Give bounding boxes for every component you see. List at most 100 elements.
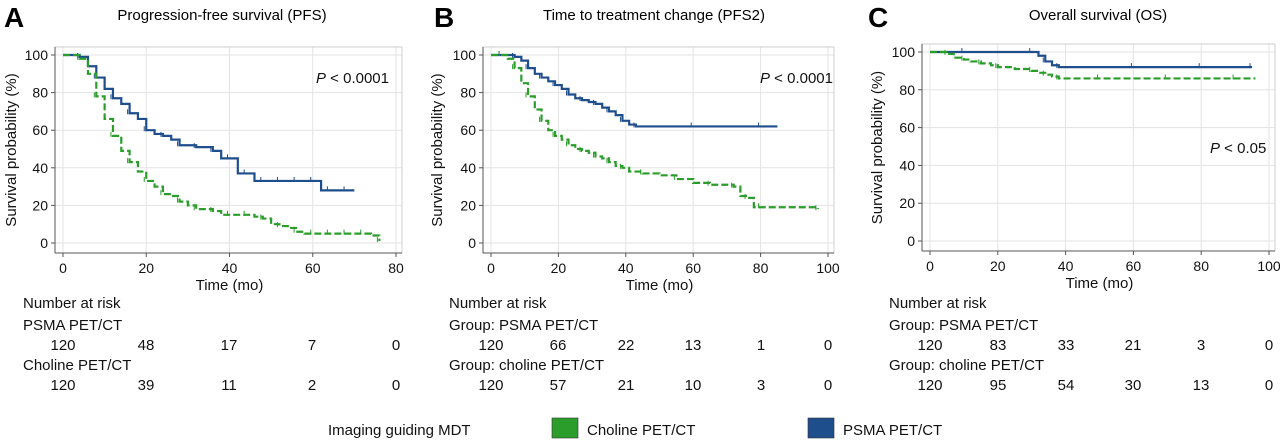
risk-value: 0 (824, 377, 832, 394)
panel-letter: A (4, 2, 24, 33)
risk-row-label: PSMA PET/CT (23, 317, 122, 334)
x-tick-label: 0 (926, 258, 934, 274)
risk-value: 120 (50, 377, 75, 394)
x-tick-label: 80 (753, 260, 769, 276)
x-tick-label: 20 (138, 260, 154, 276)
panel-title: Time to treatment change (PFS2) (543, 7, 765, 24)
x-tick-label: 20 (990, 258, 1006, 274)
y-tick-label: 80 (460, 85, 476, 101)
legend-swatch-psma (807, 417, 835, 439)
risk-value: 2 (308, 377, 316, 394)
y-tick-label: 100 (453, 47, 477, 63)
km-curve-psma (930, 50, 1253, 69)
risk-value: 83 (990, 337, 1007, 354)
panel-a: A Progression-free survival (PFS) 0 20 40 60 8… (3, 2, 404, 294)
risk-value: 95 (990, 377, 1007, 394)
x-tick-label: 60 (685, 260, 701, 276)
y-tick-label: 20 (899, 195, 915, 211)
y-tick-label: 40 (32, 160, 48, 176)
y-tick-label: 40 (899, 157, 915, 173)
risk-row-label: Group: PSMA PET/CT (449, 317, 598, 334)
y-axis-label: Survival probability (%) (869, 71, 886, 224)
x-tick-label: 80 (1193, 258, 1209, 274)
y-tick-label: 100 (25, 47, 49, 63)
y-tick-label: 20 (32, 197, 48, 213)
km-curve-psma (491, 53, 778, 128)
risk-value: 120 (50, 337, 75, 354)
risk-row-label: Choline PET/CT (23, 357, 131, 374)
y-tick-label: 0 (40, 235, 48, 251)
km-curve-choline (63, 53, 381, 242)
risk-value: 120 (917, 337, 942, 354)
risk-value: 0 (1265, 337, 1273, 354)
risk-table-c: Number at risk Group: PSMA PET/CT 120 83 33 2… (889, 295, 1273, 394)
risk-value: 22 (618, 337, 635, 354)
risk-value: 30 (1125, 377, 1142, 394)
km-curve-choline (930, 50, 1256, 80)
y-tick-label: 0 (468, 235, 476, 251)
risk-value: 33 (1058, 337, 1075, 354)
legend-title: Imaging guiding MDT (328, 422, 471, 439)
y-tick-label: 60 (460, 122, 476, 138)
risk-row-label: Group: PSMA PET/CT (889, 317, 1038, 334)
risk-value: 1 (757, 337, 765, 354)
risk-heading: Number at risk (449, 295, 547, 312)
risk-table-a: Number at risk PSMA PET/CT 120 48 17 7 0 Cholin… (23, 295, 400, 394)
panel-letter: C (868, 2, 888, 33)
risk-value: 21 (1125, 337, 1142, 354)
p-value-label: P < 0.05 (1210, 140, 1266, 157)
y-axis-label: Survival probability (%) (3, 73, 20, 226)
y-tick-label: 80 (899, 82, 915, 98)
x-tick-label: 100 (816, 260, 840, 276)
x-tick-label: 60 (1126, 258, 1142, 274)
x-tick-label: 100 (1257, 258, 1280, 274)
risk-value: 11 (221, 377, 237, 394)
panel-c: C Overall survival (OS) 0 20 40 60 80 100 0 20 40 6… (868, 2, 1280, 292)
risk-value: 0 (824, 337, 832, 354)
panel-letter: B (434, 2, 454, 33)
legend: Imaging guiding MDT Choline PET/CT PSMA PE… (328, 417, 942, 439)
y-tick-label: 60 (899, 120, 915, 136)
risk-value: 7 (308, 337, 316, 354)
x-axis-label: Time (mo) (626, 277, 694, 294)
legend-label-psma: PSMA PET/CT (843, 422, 942, 439)
x-tick-label: 40 (222, 260, 238, 276)
panel-title: Progression-free survival (PFS) (117, 7, 326, 24)
x-axis-label: Time (mo) (1066, 275, 1134, 292)
risk-value: 3 (1197, 337, 1205, 354)
y-tick-label: 20 (460, 197, 476, 213)
risk-heading: Number at risk (23, 295, 121, 312)
risk-value: 48 (138, 337, 155, 354)
y-axis-label: Survival probability (%) (429, 73, 446, 226)
risk-value: 10 (685, 377, 702, 394)
risk-value: 0 (392, 377, 400, 394)
y-tick-label: 40 (460, 160, 476, 176)
risk-value: 57 (550, 377, 567, 394)
p-value-label: P < 0.0001 (760, 70, 833, 87)
x-tick-label: 60 (305, 260, 321, 276)
panel-b: B Time to treatment change (PFS2) 0 20 40 60 8… (429, 2, 840, 294)
x-tick-label: 80 (388, 260, 404, 276)
risk-row-label: Group: choline PET/CT (889, 357, 1044, 374)
risk-value: 120 (478, 377, 503, 394)
risk-value: 3 (757, 377, 765, 394)
risk-value: 21 (618, 377, 635, 394)
x-tick-label: 0 (487, 260, 495, 276)
km-curve-choline (491, 53, 819, 210)
legend-swatch-choline (551, 417, 579, 439)
p-value-label: P < 0.0001 (316, 70, 389, 87)
risk-value: 13 (685, 337, 702, 354)
km-curve-psma (63, 53, 355, 192)
x-tick-label: 0 (59, 260, 67, 276)
panel-title: Overall survival (OS) (1029, 7, 1167, 24)
risk-value: 0 (1265, 377, 1273, 394)
risk-value: 0 (392, 337, 400, 354)
y-tick-label: 0 (907, 233, 915, 249)
risk-value: 66 (550, 337, 567, 354)
risk-value: 120 (478, 337, 503, 354)
risk-value: 39 (138, 377, 155, 394)
x-tick-label: 40 (1058, 258, 1074, 274)
x-tick-label: 40 (618, 260, 634, 276)
risk-value: 54 (1058, 377, 1075, 394)
